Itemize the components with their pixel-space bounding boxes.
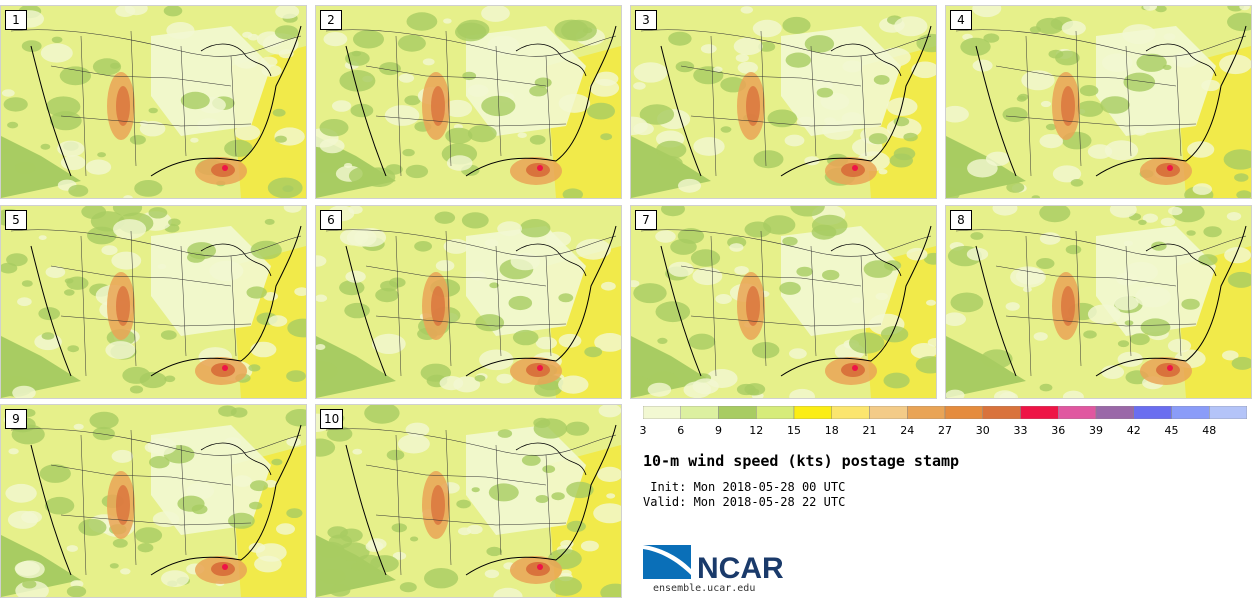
valid-time: Valid: Mon 2018-05-28 22 UTC <box>643 495 846 509</box>
colorbar-segment <box>793 406 832 419</box>
member-number-label: 8 <box>950 210 972 230</box>
colorbar-tick-label: 30 <box>975 424 990 437</box>
colorbar-segment <box>643 406 681 419</box>
site-url: ensemble.ucar.edu <box>653 583 756 594</box>
ensemble-member-panel: 5 <box>0 205 307 399</box>
member-number-label: 9 <box>5 409 27 429</box>
colorbar-tick-label: 42 <box>1126 424 1141 437</box>
colorbar-segment <box>1058 406 1097 419</box>
member-number-label: 6 <box>320 210 342 230</box>
ensemble-member-panel: 9 <box>0 404 307 598</box>
member-number-label: 10 <box>320 409 344 429</box>
colorbar-tick-label: 21 <box>862 424 877 437</box>
colorbar-ticks: 3 6 9 12 15 18 21 24 27 30 33 36 39 42 45 48 <box>639 424 1260 440</box>
colorbar-tick-label: 27 <box>938 424 952 437</box>
colorbar-segment <box>718 406 757 419</box>
colorbar-segment <box>680 406 719 419</box>
ensemble-member-panel: 10 <box>315 404 622 598</box>
member-number-label: 4 <box>950 10 972 30</box>
colorbar-segment <box>756 406 795 419</box>
member-number-label: 2 <box>320 10 342 30</box>
colorbar-segment <box>1095 406 1134 419</box>
map-title: 10-m wind speed (kts) postage stamp <box>643 452 960 470</box>
ensemble-member-panel: 4 <box>945 5 1252 199</box>
colorbar-segment <box>907 406 946 419</box>
ncar-logo: NCAR <box>643 545 784 585</box>
colorbar <box>643 406 1247 419</box>
colorbar-segment <box>1171 406 1210 419</box>
member-number-label: 7 <box>635 210 657 230</box>
colorbar-segment <box>944 406 983 419</box>
member-number-label: 3 <box>635 10 657 30</box>
member-number-label: 1 <box>5 10 27 30</box>
colorbar-tick-label: 36 <box>1051 424 1066 437</box>
ncar-logo-text: NCAR <box>697 552 784 585</box>
colorbar-tick-label: 48 <box>1202 424 1217 437</box>
colorbar-tick-label: 33 <box>1013 424 1028 437</box>
ensemble-member-panel: 7 <box>630 205 937 399</box>
colorbar-tick-label: 12 <box>749 424 764 437</box>
colorbar-tick-label: 45 <box>1164 424 1179 437</box>
colorbar-segment <box>1133 406 1172 419</box>
colorbar-tick-label: 9 <box>715 424 722 437</box>
ensemble-member-panel: 6 <box>315 205 622 399</box>
ensemble-member-panel: 3 <box>630 5 937 199</box>
colorbar-segment <box>869 406 908 419</box>
ensemble-member-panel: 2 <box>315 5 622 199</box>
colorbar-tick-label: 18 <box>824 424 839 437</box>
colorbar-tick-label: 15 <box>787 424 801 437</box>
colorbar-segment <box>1020 406 1059 419</box>
colorbar-tick-label: 24 <box>900 424 915 437</box>
ensemble-member-panel: 1 <box>0 5 307 199</box>
colorbar-segment <box>982 406 1021 419</box>
init-time: Init: Mon 2018-05-28 00 UTC <box>643 480 846 494</box>
ensemble-member-panel: 8 <box>945 205 1252 399</box>
member-number-label: 5 <box>5 210 27 230</box>
colorbar-segment <box>1209 406 1247 419</box>
colorbar-segment <box>831 406 870 419</box>
colorbar-tick-label: 3 <box>639 424 647 437</box>
colorbar-tick-label: 39 <box>1089 424 1103 437</box>
colorbar-tick-label: 6 <box>677 424 685 437</box>
